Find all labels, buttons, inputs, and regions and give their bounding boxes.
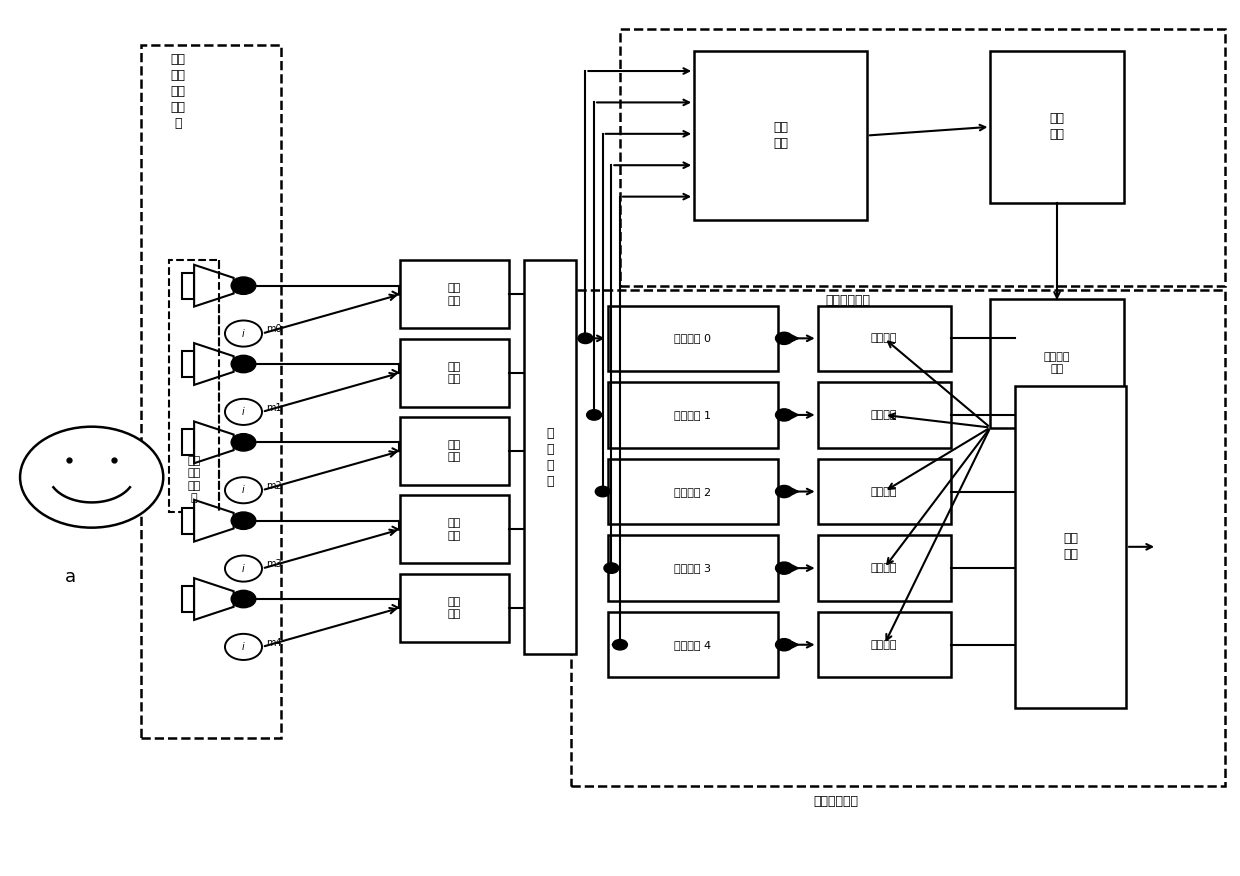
Text: 加权叠加: 加权叠加 bbox=[870, 563, 898, 573]
FancyBboxPatch shape bbox=[608, 535, 777, 601]
Text: 加权叠加: 加权叠加 bbox=[870, 639, 898, 650]
FancyBboxPatch shape bbox=[694, 51, 867, 221]
Text: 时延补偿
计算: 时延补偿 计算 bbox=[1044, 352, 1070, 374]
Text: i: i bbox=[242, 328, 244, 338]
Text: 通道
选择: 通道 选择 bbox=[448, 597, 461, 619]
Circle shape bbox=[231, 512, 255, 529]
Text: 语音
波束: 语音 波束 bbox=[1063, 533, 1078, 562]
Circle shape bbox=[775, 639, 792, 651]
Circle shape bbox=[775, 332, 792, 344]
Text: 方位计算模块: 方位计算模块 bbox=[826, 294, 870, 307]
Circle shape bbox=[224, 321, 262, 347]
Text: m3: m3 bbox=[265, 559, 281, 569]
Circle shape bbox=[224, 477, 262, 504]
Text: 通道
选择: 通道 选择 bbox=[448, 440, 461, 463]
Polygon shape bbox=[195, 265, 233, 307]
Text: 通道
选择: 通道 选择 bbox=[448, 362, 461, 384]
Polygon shape bbox=[195, 421, 233, 463]
FancyBboxPatch shape bbox=[182, 507, 195, 533]
FancyBboxPatch shape bbox=[401, 574, 508, 642]
Text: 时延补偿 3: 时延补偿 3 bbox=[675, 563, 712, 573]
Circle shape bbox=[224, 399, 262, 425]
FancyBboxPatch shape bbox=[817, 306, 951, 371]
Text: 加权叠加: 加权叠加 bbox=[870, 334, 898, 343]
Text: 反射
结构
能量
收集
器: 反射 结构 能量 收集 器 bbox=[171, 53, 186, 131]
FancyBboxPatch shape bbox=[991, 299, 1123, 427]
FancyBboxPatch shape bbox=[608, 459, 777, 524]
Text: m1: m1 bbox=[265, 403, 281, 413]
Text: i: i bbox=[242, 563, 244, 574]
Text: m4: m4 bbox=[265, 638, 281, 647]
FancyBboxPatch shape bbox=[817, 612, 951, 677]
Text: 时延补偿 1: 时延补偿 1 bbox=[675, 410, 712, 420]
FancyBboxPatch shape bbox=[401, 496, 508, 563]
Text: 通道
选择: 通道 选择 bbox=[448, 519, 461, 540]
FancyBboxPatch shape bbox=[608, 612, 777, 677]
FancyBboxPatch shape bbox=[182, 272, 195, 299]
Polygon shape bbox=[195, 578, 233, 620]
FancyBboxPatch shape bbox=[401, 339, 508, 406]
FancyBboxPatch shape bbox=[608, 306, 777, 371]
Circle shape bbox=[587, 410, 601, 420]
Text: 线性
麦克
风阵
列: 线性 麦克 风阵 列 bbox=[187, 456, 201, 504]
Circle shape bbox=[578, 333, 593, 343]
Text: 加权叠加: 加权叠加 bbox=[870, 486, 898, 497]
Circle shape bbox=[224, 555, 262, 582]
Circle shape bbox=[231, 590, 255, 608]
FancyBboxPatch shape bbox=[182, 586, 195, 612]
Text: 能量
比较: 能量 比较 bbox=[773, 121, 787, 150]
Circle shape bbox=[775, 485, 792, 498]
Text: i: i bbox=[242, 485, 244, 495]
Circle shape bbox=[775, 562, 792, 575]
Circle shape bbox=[231, 277, 255, 294]
Circle shape bbox=[231, 356, 255, 372]
Polygon shape bbox=[195, 343, 233, 385]
Circle shape bbox=[604, 563, 619, 574]
Text: m0: m0 bbox=[265, 324, 281, 335]
Text: 时延补偿 4: 时延补偿 4 bbox=[675, 639, 712, 650]
Text: 波束成形模块: 波束成形模块 bbox=[813, 795, 858, 808]
Circle shape bbox=[775, 409, 792, 421]
Polygon shape bbox=[195, 500, 233, 541]
Text: 方位
估计: 方位 估计 bbox=[1049, 112, 1064, 141]
FancyBboxPatch shape bbox=[817, 535, 951, 601]
Text: i: i bbox=[242, 642, 244, 652]
FancyBboxPatch shape bbox=[182, 351, 195, 377]
Circle shape bbox=[224, 634, 262, 660]
Circle shape bbox=[20, 427, 164, 527]
Text: m2: m2 bbox=[265, 481, 281, 491]
FancyBboxPatch shape bbox=[817, 382, 951, 448]
Text: 放
大
电
路: 放 大 电 路 bbox=[546, 427, 553, 488]
FancyBboxPatch shape bbox=[401, 260, 508, 328]
FancyBboxPatch shape bbox=[401, 417, 508, 485]
Text: 时延补偿 0: 时延补偿 0 bbox=[675, 334, 712, 343]
FancyBboxPatch shape bbox=[182, 429, 195, 456]
Circle shape bbox=[595, 486, 610, 497]
Circle shape bbox=[231, 434, 255, 451]
FancyBboxPatch shape bbox=[1016, 385, 1126, 708]
Text: 加权叠加: 加权叠加 bbox=[870, 410, 898, 420]
Circle shape bbox=[613, 639, 627, 650]
Text: 通道
选择: 通道 选择 bbox=[448, 283, 461, 306]
FancyBboxPatch shape bbox=[817, 459, 951, 524]
Text: a: a bbox=[64, 569, 76, 586]
FancyBboxPatch shape bbox=[991, 51, 1123, 203]
Text: 时延补偿 2: 时延补偿 2 bbox=[675, 486, 712, 497]
FancyBboxPatch shape bbox=[523, 260, 575, 653]
Text: i: i bbox=[242, 406, 244, 417]
FancyBboxPatch shape bbox=[608, 382, 777, 448]
